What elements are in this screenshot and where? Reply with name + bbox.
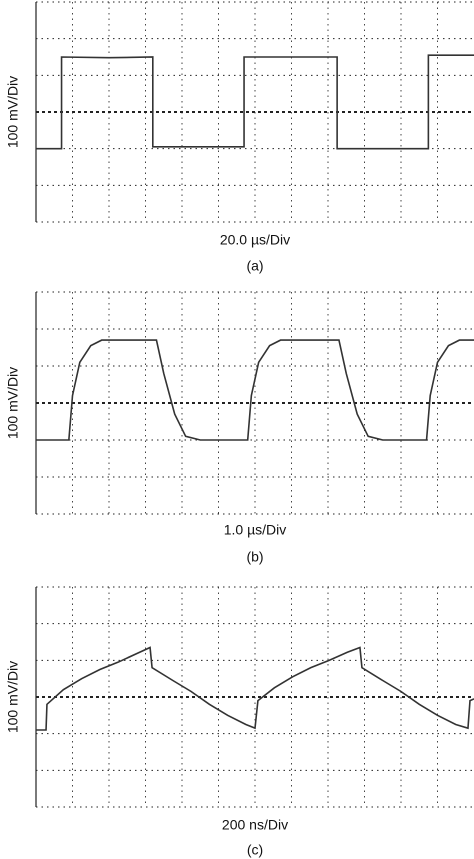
caption: (a)	[246, 258, 263, 274]
waveform	[36, 339, 474, 441]
waveform	[36, 54, 474, 150]
x-axis-label: 1.0 µs/Div	[224, 522, 287, 538]
caption: (b)	[246, 549, 263, 565]
x-axis-label: 200 ns/Div	[222, 817, 288, 833]
caption: (c)	[247, 842, 263, 858]
waveform	[36, 646, 474, 731]
y-axis-label: 100 mV/Div	[5, 367, 21, 439]
x-axis-label: 20.0 µs/Div	[220, 232, 290, 248]
y-axis-label: 100 mV/Div	[5, 76, 21, 148]
y-axis-label: 100 mV/Div	[5, 661, 21, 733]
